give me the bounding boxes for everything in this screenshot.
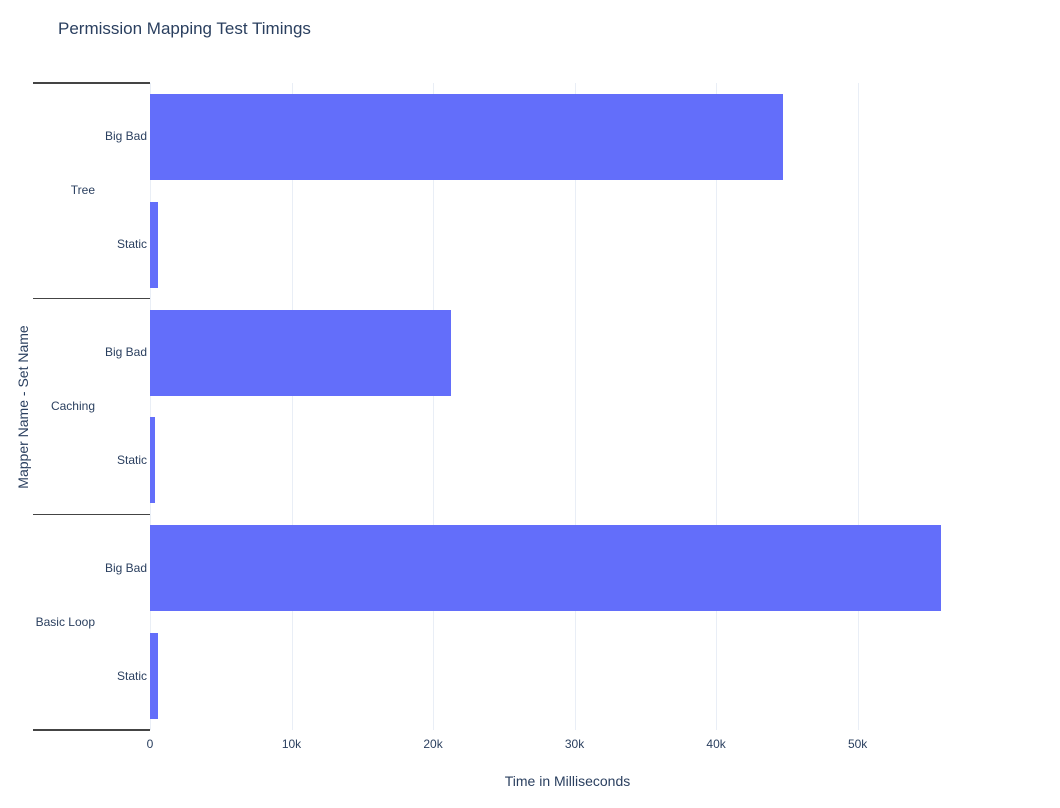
y-axis-group-label: Caching — [50, 399, 95, 413]
x-gridline — [150, 83, 151, 730]
y-axis-tick-label: Big Bad — [104, 560, 147, 575]
x-gridline — [574, 83, 576, 730]
bar-basic-loop-static — [150, 633, 158, 720]
x-gridline — [291, 83, 293, 730]
y-axis-group-divider — [33, 82, 150, 84]
x-tick-label: 40k — [706, 737, 726, 751]
y-axis-tick-label: Big Bad — [104, 129, 147, 144]
chart-title: Permission Mapping Test Timings — [58, 19, 311, 38]
bar-basic-loop-big-bad — [150, 525, 942, 612]
y-axis-group-label: Basic Loop — [35, 614, 95, 629]
y-axis-group-divider — [33, 729, 150, 731]
x-axis-title: Time in Milliseconds — [504, 773, 631, 789]
x-tick-label: 10k — [281, 737, 302, 751]
x-tick-label: 0 — [146, 737, 154, 751]
y-axis-title: Mapper Name - Set Name — [15, 324, 31, 489]
bar-caching-big-bad — [150, 309, 452, 396]
y-axis-group-divider — [33, 513, 150, 516]
bar-tree-static — [150, 201, 158, 288]
y-axis-tick-label: Big Bad — [104, 345, 147, 360]
y-axis-group-divider — [33, 297, 150, 300]
x-tick-label: 30k — [564, 737, 585, 751]
x-gridline — [857, 83, 859, 730]
plot-area — [150, 83, 985, 730]
bar-tree-big-bad — [150, 93, 783, 180]
x-tick-label: 50k — [847, 737, 868, 751]
y-axis-group-label: Tree — [70, 183, 95, 198]
y-axis-tick-label: Static — [116, 452, 147, 467]
x-gridline — [716, 83, 718, 730]
y-axis-tick-label: Static — [116, 668, 147, 683]
y-axis-tick-label: Static — [116, 237, 147, 252]
x-gridline — [433, 83, 435, 730]
bar-caching-static — [150, 417, 155, 504]
x-tick-label: 20k — [423, 737, 443, 751]
